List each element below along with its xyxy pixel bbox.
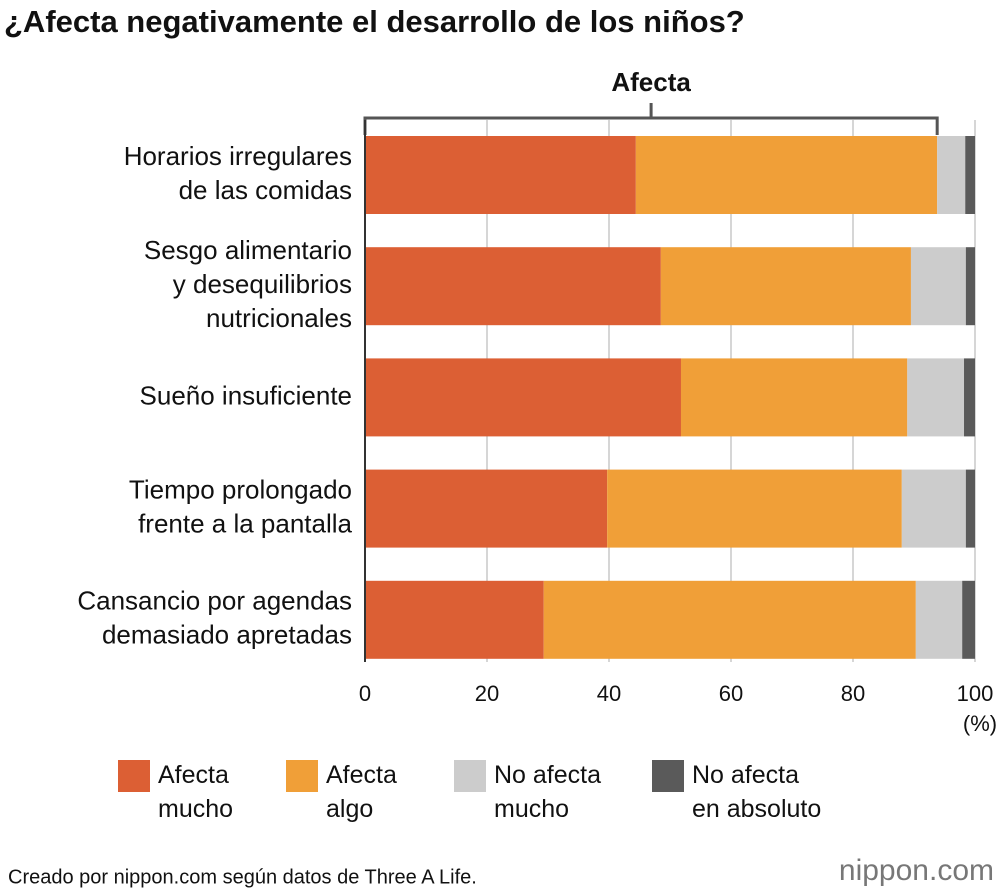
bar-segment [607, 469, 902, 548]
x-tick-label: 0 [359, 681, 371, 706]
legend-label: Afecta algo [326, 761, 397, 823]
x-tick-label: 100 [957, 681, 994, 706]
bracket-label: Afecta [611, 67, 691, 97]
bar-segment [365, 247, 661, 326]
y-tick-label: y desequilibrios [173, 269, 352, 299]
y-tick-label: Tiempo prolongado [129, 474, 352, 504]
x-tick-label: 80 [841, 681, 865, 706]
source: Creado por nippon.com según datos de Thr… [8, 866, 477, 888]
bar-segment [910, 247, 966, 326]
bracket [363, 103, 939, 135]
bar-segment [901, 469, 966, 548]
bar-segment [365, 136, 636, 214]
bar-segment [543, 580, 916, 659]
legend-item: No afecta mucho [454, 758, 624, 826]
legend-item: Afecta mucho [118, 758, 258, 826]
x-tick-label: 20 [475, 681, 499, 706]
bar-segment [365, 469, 608, 548]
bar-segment [680, 358, 908, 437]
legend-label: No afecta mucho [494, 761, 602, 823]
y-tick-label: Cansancio por agendas [77, 586, 352, 616]
x-unit: (%) [963, 711, 997, 736]
y-tick-label: Sueño insuficiente [140, 380, 352, 410]
bar-segment [365, 580, 544, 659]
bar-segment [965, 469, 975, 548]
legend-swatch [454, 760, 486, 792]
bar-segment [635, 136, 938, 214]
bar-segment [962, 580, 975, 659]
bar-segment [915, 580, 963, 659]
bar-segment [965, 136, 975, 214]
y-tick-label: Sesgo alimentario [144, 235, 352, 265]
bar-segment [964, 358, 975, 437]
bar-segment [937, 136, 966, 214]
y-tick-label: frente a la pantalla [138, 508, 352, 538]
legend-swatch [652, 760, 684, 792]
y-tick-label: demasiado apretadas [102, 620, 352, 650]
x-tick-label: 60 [719, 681, 743, 706]
bar-segment [965, 247, 975, 326]
y-tick-label: nutricionales [206, 303, 352, 333]
logo: nippon.com [839, 854, 994, 887]
legend: Afecta mucho Afecta algo No afecta mucho No… [118, 758, 850, 826]
bar-segment [660, 247, 911, 326]
bar-segment [907, 358, 965, 437]
legend-swatch [118, 760, 150, 792]
legend-label: No afecta en absoluto [692, 761, 822, 823]
bar-segment [365, 358, 681, 437]
y-tick-label: Horarios irregulares [124, 141, 352, 171]
y-tick-label: de las comidas [179, 175, 352, 205]
chart-title: ¿Afecta negativamente el desarrollo de l… [4, 4, 745, 39]
legend-item: Afecta algo [286, 758, 426, 826]
legend-label: Afecta mucho [158, 761, 234, 823]
legend-item: No afecta en absoluto [652, 758, 822, 826]
x-tick-label: 40 [597, 681, 621, 706]
legend-swatch [286, 760, 318, 792]
